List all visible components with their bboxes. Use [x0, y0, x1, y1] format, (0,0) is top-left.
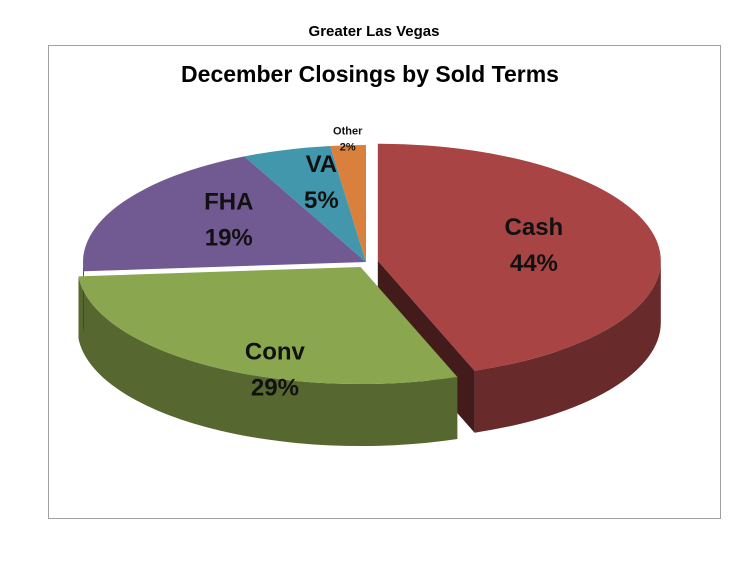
pie-tops	[78, 143, 661, 385]
data-label-name: Other	[333, 125, 363, 137]
chart-title: December Closings by Sold Terms	[181, 61, 559, 87]
data-label-name: FHA	[204, 188, 253, 215]
data-label-value: 29%	[251, 374, 299, 401]
data-label-value: 44%	[510, 250, 558, 277]
slice	[244, 145, 366, 262]
slice	[377, 143, 661, 371]
chart-subtitle: Greater Las Vegas	[309, 23, 440, 40]
pie-labels: Cash 44% Conv 29% FHA 19% VA 5% Other 2%	[204, 125, 563, 401]
data-label-value: 2%	[340, 141, 356, 153]
data-label-name: Conv	[245, 338, 306, 365]
slice-side	[474, 260, 661, 433]
data-label-value: 19%	[205, 224, 253, 251]
data-label-value: 5%	[304, 187, 339, 214]
slice-side	[83, 262, 84, 334]
slice	[82, 156, 366, 272]
slice	[78, 267, 458, 385]
slice-side	[78, 276, 458, 447]
data-label-name: VA	[306, 151, 338, 178]
slice	[330, 145, 366, 262]
data-label-name: Cash	[505, 214, 564, 241]
